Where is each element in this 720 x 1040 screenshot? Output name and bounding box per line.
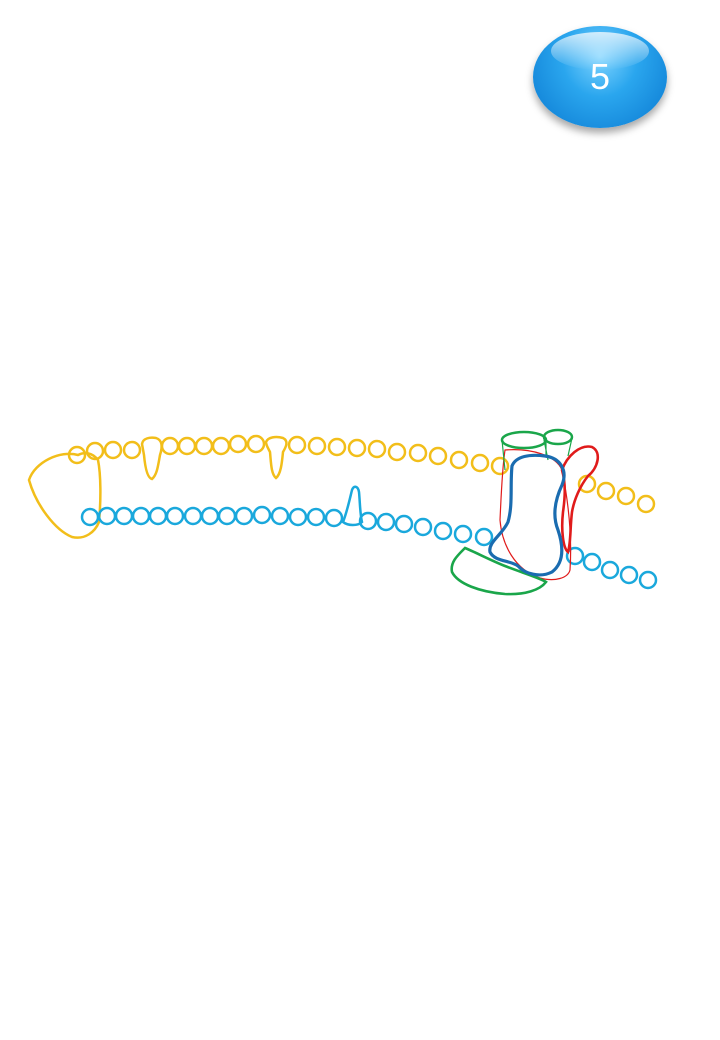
green-subunit-bottom [450,546,548,596]
cyan-strand-beads [80,505,658,590]
yellow-hairpin-1 [140,436,163,481]
yellow-hairpin-2 [264,435,288,480]
red-subunit-thin [499,449,572,581]
green-subunit-top-left [500,430,548,450]
yellow-strand-beads [67,434,656,514]
slide-number-badge: 5 [533,26,667,128]
red-subunit-thick [560,445,600,555]
green-subunit-top-right [542,428,574,446]
green-subunit-top-body [501,437,573,471]
cyan-hairpin [341,485,364,527]
blue-subunit [488,453,566,577]
slide-number: 5 [589,56,611,97]
